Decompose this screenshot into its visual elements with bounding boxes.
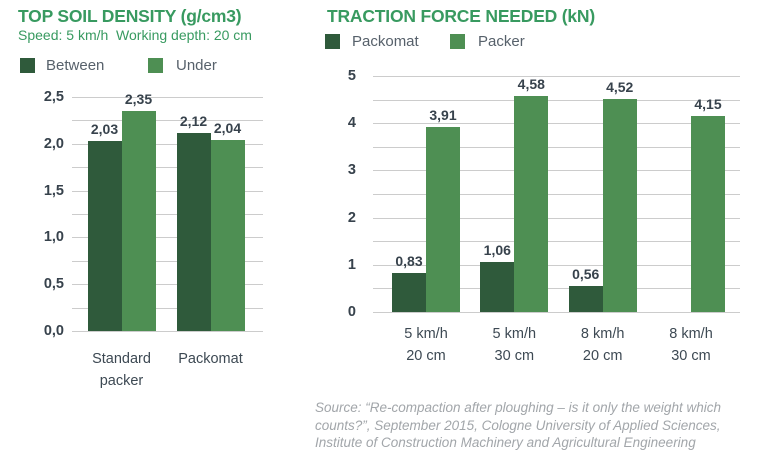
bar-between [176,132,211,331]
y-axis-tick-label: 4 [347,115,356,132]
y-axis-tick-label: 1,5 [43,182,64,199]
y-axis-tick-label: 2 [347,209,356,226]
gridline [373,288,740,290]
legend-swatch-under [148,58,163,73]
gridline [72,120,263,122]
x-axis-category-line: packer [99,373,144,389]
source-line: Institute of Construction Machinery and … [315,435,696,450]
y-axis-tick-label: 3 [347,162,356,179]
x-axis-category-label: Packomat [178,348,242,370]
bar-packer [514,95,549,312]
y-axis-tick-label: 2,0 [43,135,64,152]
source-line: Source: “Re-compaction after ploughing –… [315,400,721,415]
bar-value-label: 2,12 [179,112,208,129]
y-axis-tick-label: 0,0 [43,323,64,339]
legend-swatch-between [20,58,35,73]
x-axis-category-line: 5 km/h [404,326,448,342]
x-axis-category-label: 5 km/h 30 cm [493,323,537,367]
bar-value-label: 2,04 [213,120,242,137]
source-line: counts?”, September 2015, Cologne Univer… [315,417,721,433]
x-axis-category-line: 8 km/h [669,326,713,342]
bar-between [87,141,122,331]
y-axis-tick-label: 1,0 [43,229,64,246]
gridline [72,331,263,332]
legend-label-packomat: Packomat [352,33,419,50]
legend-label-between: Between [46,57,105,74]
chart-title: TRACTION FORCE NEEDED (kN) [327,6,595,26]
x-axis-category-line: 30 cm [671,348,711,364]
x-axis-category-label: Standard packer [92,348,151,392]
bar-value-label: 4,58 [517,75,545,92]
y-axis-tick-label: 0,5 [43,276,64,293]
x-axis-category-line: 20 cm [582,348,623,364]
bar-under [210,140,245,331]
legend-label-under: Under [176,57,217,74]
gridline [373,99,740,101]
bar-value-label: 4,15 [694,96,722,113]
y-axis-tick-label: 0 [347,304,356,320]
bar-value-label: 0,83 [395,252,423,269]
bar-packer [602,98,637,312]
gridline [72,260,263,262]
gridline [72,237,263,239]
gridline [373,312,740,313]
source-citation: Source: “Re-compaction after ploughing –… [315,399,765,452]
gridline [373,241,740,243]
gridline [72,307,263,309]
gridline [373,217,740,219]
bar-value-label: 0,56 [572,265,600,282]
gridline [72,167,263,169]
gridline [373,170,740,172]
legend-swatch-packomat [325,34,340,49]
bar-packer [426,127,460,312]
bar-packomat [392,272,426,312]
bar-packer [691,116,725,312]
gridline [72,190,263,192]
x-axis-category-label: 5 km/h 20 cm [404,323,448,367]
gridline [373,264,740,266]
x-axis-category-line: 5 km/h [492,326,537,342]
gridline [373,194,740,195]
gridline [72,143,263,145]
gridline [72,97,263,98]
x-axis-category-line: 8 km/h [580,326,625,342]
gridline [72,214,263,215]
x-axis-category-line: Packomat [178,351,243,367]
chart-title: TOP SOIL DENSITY (g/cm3) [18,6,242,26]
legend-label-packer: Packer [478,33,525,50]
chart-subtitle: Speed: 5 km/h Working depth: 20 cm [18,27,252,43]
gridline [72,284,263,286]
y-axis-tick-label: 1 [347,256,356,273]
gridline [373,146,740,148]
gridline [373,123,740,125]
x-axis-category-label: 8 km/h 30 cm [669,323,713,367]
gridline [373,76,740,77]
x-axis-category-label: 8 km/h 20 cm [581,323,625,367]
bar-value-label: 3,91 [429,107,457,124]
legend-swatch-packer [450,34,465,49]
bar-value-label: 4,52 [606,78,634,95]
x-axis-category-line: 20 cm [406,348,446,364]
bar-value-label: 2,35 [124,91,153,107]
bar-value-label: 2,03 [90,121,119,137]
y-axis-tick-label: 2,5 [43,89,64,105]
bar-value-label: 1,06 [483,242,511,258]
y-axis-tick-label: 5 [347,68,356,84]
bar-under [121,111,156,331]
bar-packomat [568,285,603,312]
x-axis-category-line: Standard [92,351,151,367]
x-axis-category-line: 30 cm [494,348,535,364]
bar-packomat [480,262,515,312]
